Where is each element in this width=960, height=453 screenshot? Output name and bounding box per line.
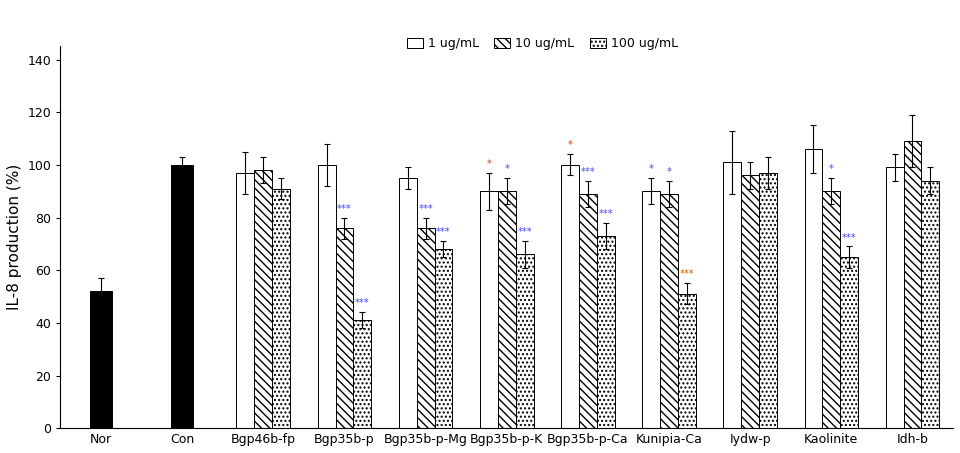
Bar [922,181,939,428]
Bar [90,291,111,428]
Bar [273,188,290,428]
Bar [840,257,858,428]
Bar [724,162,741,428]
Text: ***: *** [598,209,613,219]
Bar [741,175,759,428]
Bar [597,236,614,428]
Bar [660,194,678,428]
Text: *: * [649,164,654,174]
Bar [516,255,534,428]
Bar [398,178,417,428]
Bar [318,165,335,428]
Text: ***: *** [680,270,694,280]
Text: *: * [504,164,509,174]
Text: ***: *** [842,232,856,242]
Bar [417,228,435,428]
Text: ***: *** [517,227,532,237]
Text: ***: *** [581,167,595,177]
Bar [480,191,498,428]
Bar [886,168,903,428]
Bar [903,141,922,428]
Bar [335,228,353,428]
Bar [759,173,777,428]
Text: ***: *** [419,203,433,213]
Legend: 1 ug/mL, 10 ug/mL, 100 ug/mL: 1 ug/mL, 10 ug/mL, 100 ug/mL [407,37,678,50]
Text: *: * [567,140,572,150]
Text: *: * [487,159,492,169]
Bar [254,170,273,428]
Text: ***: *** [436,227,451,237]
Y-axis label: IL-8 production (%): IL-8 production (%) [7,164,22,310]
Text: *: * [828,164,834,174]
Bar [823,191,840,428]
Bar [435,249,452,428]
Text: ***: *** [355,299,370,308]
Bar [236,173,254,428]
Bar [561,165,579,428]
Bar [678,294,696,428]
Bar [353,320,372,428]
Text: *: * [666,167,671,177]
Bar [579,194,597,428]
Bar [804,149,823,428]
Bar [172,165,193,428]
Bar [498,191,516,428]
Text: ***: *** [337,203,351,213]
Bar [642,191,660,428]
